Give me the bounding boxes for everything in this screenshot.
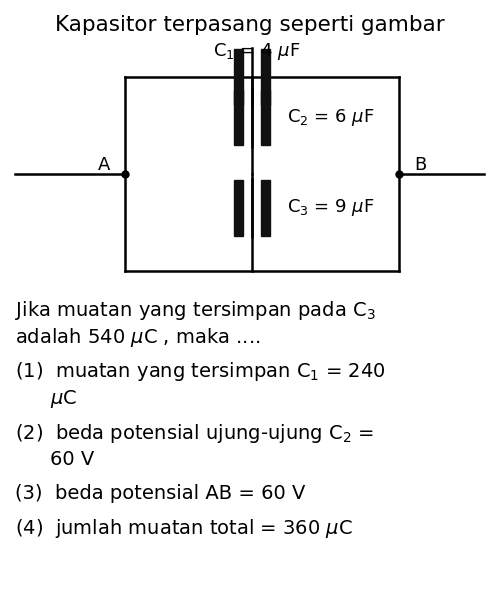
Text: (4)  jumlah muatan total = 360 $\mu$C: (4) jumlah muatan total = 360 $\mu$C [15, 517, 353, 540]
Text: A: A [97, 156, 110, 174]
Polygon shape [261, 49, 270, 105]
Text: C$_3$ = 9 $\mu$F: C$_3$ = 9 $\mu$F [287, 198, 375, 219]
Polygon shape [234, 90, 243, 145]
Text: $\mu$C: $\mu$C [50, 388, 77, 410]
Polygon shape [261, 180, 270, 236]
Text: Jika muatan yang tersimpan pada C$_3$: Jika muatan yang tersimpan pada C$_3$ [15, 299, 376, 322]
Text: (2)  beda potensial ujung-ujung C$_2$ =: (2) beda potensial ujung-ujung C$_2$ = [15, 422, 374, 445]
Text: C$_1$ = 4 $\mu$F: C$_1$ = 4 $\mu$F [213, 41, 301, 62]
Polygon shape [234, 49, 243, 105]
Text: B: B [414, 156, 427, 174]
Text: C$_2$ = 6 $\mu$F: C$_2$ = 6 $\mu$F [287, 107, 375, 128]
Polygon shape [234, 180, 243, 236]
Text: (1)  muatan yang tersimpan C$_1$ = 240: (1) muatan yang tersimpan C$_1$ = 240 [15, 360, 386, 383]
Polygon shape [261, 90, 270, 145]
Text: Kapasitor terpasang seperti gambar: Kapasitor terpasang seperti gambar [54, 15, 445, 35]
Text: adalah 540 $\mu$C , maka ....: adalah 540 $\mu$C , maka .... [15, 326, 260, 349]
Text: (3)  beda potensial AB = 60 V: (3) beda potensial AB = 60 V [15, 484, 305, 503]
Text: 60 V: 60 V [50, 450, 94, 469]
